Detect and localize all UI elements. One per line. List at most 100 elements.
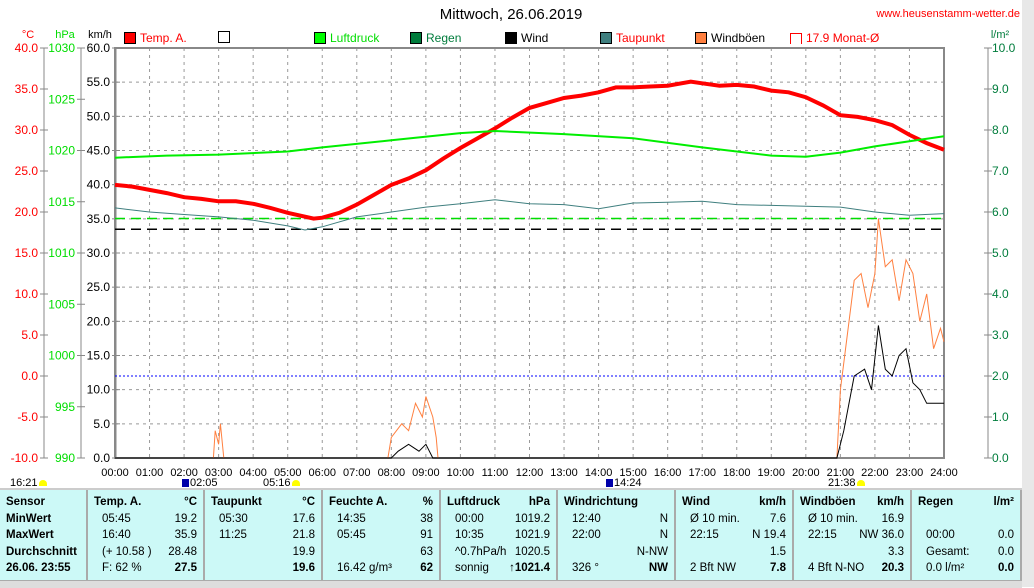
axis-tick-label-rain: 4.0 [992, 287, 1009, 301]
stats-cell: Sensor [6, 496, 45, 508]
stats-cell: Ø 10 min. [808, 512, 858, 525]
stats-cell: 0.0 l/m² [926, 562, 965, 574]
stats-cell: 22:00 [572, 529, 601, 541]
stats-cell: l/m² [993, 496, 1014, 508]
legend-swatch [124, 32, 136, 44]
legend-swatch [314, 32, 326, 44]
astro-marker: 02:05 [182, 477, 218, 489]
stats-cell: NW [648, 562, 668, 574]
stats-cell: Temp. A. [94, 496, 142, 508]
stats-cell: 35.9 [174, 529, 197, 541]
stats-row: (+ 10.58 ) 28.48 [94, 544, 197, 561]
stats-cell: °C [302, 496, 315, 508]
stats-cell: 2 Bft NW [690, 562, 737, 574]
stats-cell [329, 544, 337, 561]
x-tick-label: 23:00 [896, 467, 924, 479]
stats-cell [564, 544, 572, 561]
stats-row: N-NW [564, 544, 668, 561]
axis-tick-label-rain: 3.0 [992, 328, 1009, 342]
axis-tick-label-temp: 20.0 [15, 205, 39, 219]
stats-row: Durchschnitt [6, 544, 80, 561]
stats-column: Windböen km/h Ø 10 min. 16.9 22:15 NW 36.0 3.3… [794, 490, 912, 580]
axis-tick-label-rain: 5.0 [992, 246, 1009, 260]
marker-time: 16:21 [10, 477, 38, 489]
marker-time: 05:16 [263, 477, 291, 489]
stats-cell: 20.3 [881, 562, 904, 574]
legend-swatch [600, 32, 612, 44]
legend-item: Wind [505, 31, 548, 45]
stats-row: 11:25 21.8 [211, 527, 315, 544]
axis-tick-label-temp: 5.0 [21, 328, 38, 342]
series-windb-en [115, 218, 945, 459]
stats-cell: 1021.9 [514, 529, 550, 541]
x-tick-label: 08:00 [378, 467, 406, 479]
astro-marker: 14:24 [606, 477, 642, 489]
stats-cell: 05:45 [102, 512, 131, 525]
stats-row: Sensor [6, 494, 80, 511]
stats-cell: 1019.2 [514, 512, 550, 525]
chart-title: Mittwoch, 26.06.2019 [439, 6, 583, 23]
vertical-scrollbar[interactable] [1022, 0, 1034, 587]
axis-tick-label-pressure: 1025 [48, 92, 75, 106]
axis-tick-label-temp: -10.0 [11, 451, 39, 465]
stats-row: 326 ° NW [564, 560, 668, 577]
axis-tick-label-rain: 0.0 [992, 451, 1009, 465]
stats-column: Wind km/h Ø 10 min. 7.6 22:15 N 19.4 1.5 2 Bft … [676, 490, 794, 580]
astro-marker: 21:38 [828, 477, 865, 489]
axis-tick-label-wind: 40.0 [87, 178, 111, 192]
axis-tick-label-wind: 60.0 [87, 41, 111, 55]
stats-cell: 00:00 [455, 512, 484, 525]
status-bar [0, 580, 1022, 588]
x-tick-label: 11:00 [482, 467, 509, 479]
x-tick-label: 24:00 [930, 467, 958, 479]
x-tick-label: 01:00 [136, 467, 164, 479]
stats-row: 16:40 35.9 [94, 527, 197, 544]
x-tick-label: 04:00 [239, 467, 267, 479]
axis-tick-label-wind: 15.0 [87, 349, 111, 363]
axis-unit-wind: km/h [88, 29, 112, 41]
x-tick-label: 19:00 [758, 467, 786, 479]
stats-cell: MaxWert [6, 529, 54, 541]
legend-label: 17.9 Monat-Ø [806, 31, 880, 45]
legend-swatch [695, 32, 707, 44]
legend-item [218, 31, 234, 43]
axis-tick-label-rain: 6.0 [992, 205, 1009, 219]
stats-cell: 0.0 [998, 529, 1014, 541]
legend-item: Luftdruck [314, 31, 379, 45]
marker-time: 14:24 [614, 477, 642, 489]
stats-cell: 22:15 [808, 529, 837, 541]
axis-tick-label-wind: 5.0 [93, 417, 110, 431]
stats-cell: MinWert [6, 512, 52, 525]
stats-row: 10:35 1021.9 [447, 527, 550, 544]
stats-cell [682, 544, 690, 561]
website-link[interactable]: www.heusenstamm-wetter.de [876, 8, 1020, 20]
stats-cell [918, 511, 926, 528]
axis-tick-label-temp: -5.0 [17, 410, 38, 424]
legend-label: Temp. A. [140, 31, 187, 45]
stats-cell: km/h [759, 496, 786, 508]
stats-cell: 16.9 [881, 512, 904, 525]
stats-row: 22:00 N [564, 527, 668, 544]
stats-cell: 0.0 [998, 545, 1014, 558]
legend-swatch [505, 32, 517, 44]
x-tick-label: 20:00 [792, 467, 820, 479]
stats-row: Taupunkt °C [211, 494, 315, 511]
x-tick-label: 12:00 [516, 467, 544, 479]
stats-cell: 17.6 [292, 512, 315, 525]
stats-cell: Regen [918, 496, 954, 508]
series-luftdruck [114, 129, 945, 159]
stats-row: Wind km/h [682, 494, 786, 511]
stats-row: 22:15 NW 36.0 [800, 527, 904, 544]
stats-cell [211, 544, 219, 561]
axis-tick-label-wind: 30.0 [87, 246, 111, 260]
axis-tick-label-rain: 10.0 [992, 41, 1016, 55]
axis-tick-label-temp: 30.0 [15, 123, 39, 137]
x-tick-label: 09:00 [412, 467, 440, 479]
axis-tick-label-pressure: 1020 [48, 144, 75, 158]
x-tick-label: 15:00 [619, 467, 647, 479]
stats-cell: 26.06. 23:55 [6, 562, 71, 574]
legend-label: Regen [426, 31, 462, 45]
stats-cell: Durchschnitt [6, 545, 77, 558]
x-tick-label: 21:00 [827, 467, 855, 479]
stats-row: 05:45 91 [329, 527, 433, 544]
